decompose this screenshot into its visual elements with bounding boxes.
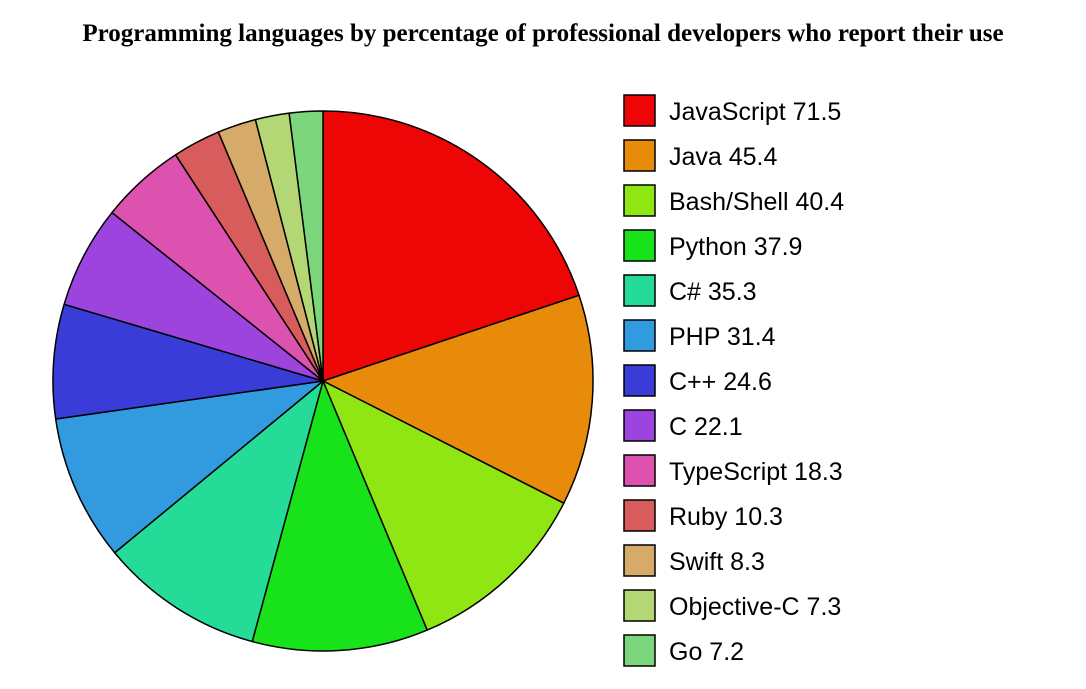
legend-label-php: PHP 31.4: [669, 323, 776, 351]
legend-swatch-bash-shell: [623, 184, 656, 217]
legend-swatch-javascript: [623, 94, 656, 127]
legend-label-bash-shell: Bash/Shell 40.4: [669, 188, 844, 216]
legend-swatch-php: [623, 319, 656, 352]
legend-item-swift: Swift 8.3: [623, 544, 765, 577]
legend-swatch-go: [623, 634, 656, 667]
legend-label-typescript: TypeScript 18.3: [669, 458, 843, 486]
pie-slice-php: [54, 380, 324, 554]
legend-label-c-: C++ 24.6: [669, 368, 772, 396]
pie-slice-java: [322, 294, 594, 504]
chart-title: Programming languages by percentage of p…: [82, 20, 1004, 47]
legend-item-javascript: JavaScript 71.5: [623, 94, 841, 127]
pie-slice-python: [251, 380, 428, 652]
legend: JavaScript 71.5 Java 45.4 Bash/Shell 40.4 P…: [623, 94, 844, 667]
legend-swatch-c: [623, 409, 656, 442]
legend-swatch-objective-c: [623, 589, 656, 622]
legend-swatch-ruby: [623, 499, 656, 532]
legend-label-swift: Swift 8.3: [669, 548, 765, 576]
legend-label-go: Go 7.2: [669, 638, 744, 666]
legend-item-typescript: TypeScript 18.3: [623, 454, 843, 487]
legend-label-ruby: Ruby 10.3: [669, 503, 783, 531]
legend-swatch-python: [623, 229, 656, 262]
pie-slices: [52, 110, 594, 652]
legend-item-c-: C# 35.3: [623, 274, 757, 307]
legend-item-c: C 22.1: [623, 409, 743, 442]
legend-item-bash-shell: Bash/Shell 40.4: [623, 184, 844, 217]
pie-slice-c-: [52, 303, 324, 420]
legend-item-python: Python 37.9: [623, 229, 802, 262]
pie-slice-go: [288, 110, 324, 382]
pie-slice-javascript: [322, 110, 580, 382]
legend-item-java: Java 45.4: [623, 139, 778, 172]
legend-swatch-c-: [623, 364, 656, 397]
legend-item-go: Go 7.2: [623, 634, 744, 667]
legend-item-php: PHP 31.4: [623, 319, 776, 352]
legend-swatch-java: [623, 139, 656, 172]
legend-swatch-typescript: [623, 454, 656, 487]
legend-label-javascript: JavaScript 71.5: [669, 98, 841, 126]
legend-label-java: Java 45.4: [669, 143, 778, 171]
legend-swatch-swift: [623, 544, 656, 577]
legend-swatch-c-: [623, 274, 656, 307]
legend-label-python: Python 37.9: [669, 233, 802, 261]
legend-label-c: C 22.1: [669, 413, 743, 441]
pie-slice-bash-shell: [322, 380, 565, 631]
pie-slice-c-: [113, 380, 324, 643]
legend-label-c-: C# 35.3: [669, 278, 757, 306]
legend-item-ruby: Ruby 10.3: [623, 499, 783, 532]
legend-label-objective-c: Objective-C 7.3: [669, 593, 841, 621]
legend-item-objective-c: Objective-C 7.3: [623, 589, 841, 622]
legend-item-c-: C++ 24.6: [623, 364, 772, 397]
